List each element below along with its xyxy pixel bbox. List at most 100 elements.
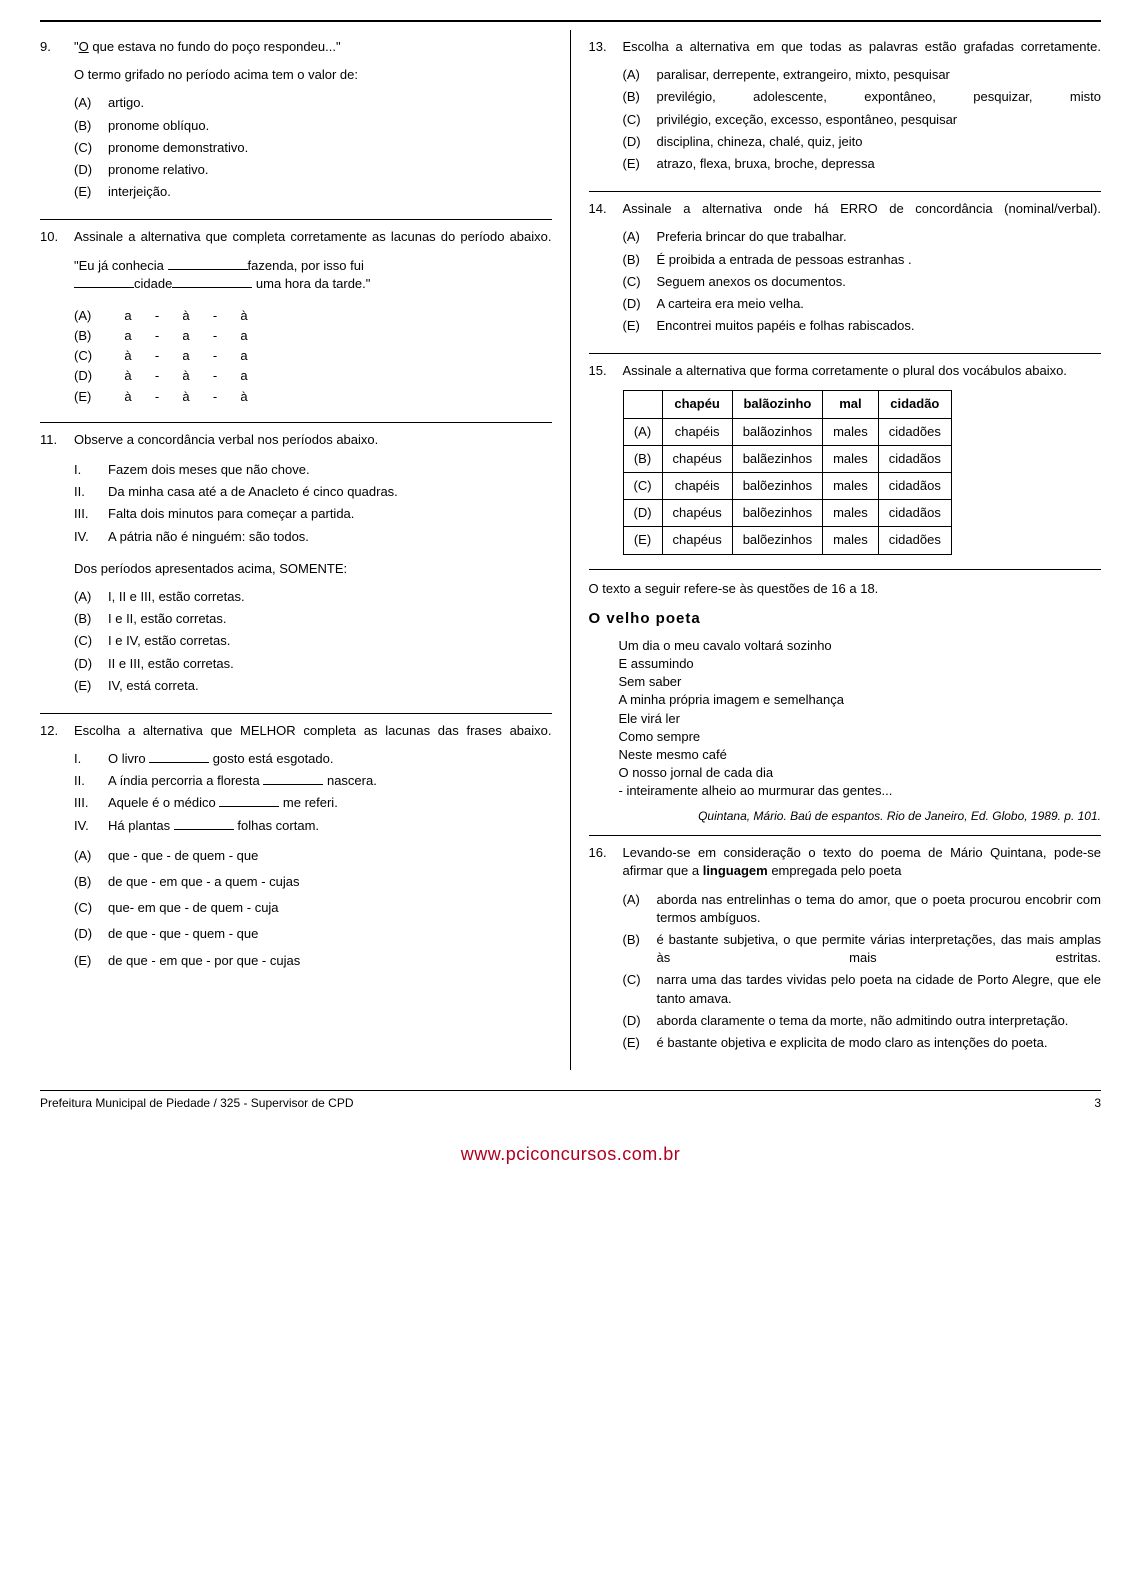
blank (168, 269, 248, 270)
option-c: (C)I e IV, estão corretas. (74, 632, 552, 650)
page: 9. "O que estava no fundo do poço respon… (40, 20, 1101, 1167)
option-c: (C)privilégio, exceção, excesso, espontâ… (623, 111, 1102, 129)
page-footer: Prefeitura Municipal de Piedade / 325 - … (40, 1090, 1101, 1112)
options-list: (A)Preferia brincar do que trabalhar. (B… (623, 228, 1102, 335)
option-c: (C)narra uma das tardes vividas pelo poe… (623, 971, 1102, 1007)
options-list: (A)aborda nas entrelinhas o tema do amor… (623, 891, 1102, 1053)
blank (149, 762, 209, 763)
option-c: (C)que- em que - de quem - cuja (74, 899, 552, 917)
option-e: (E)Encontrei muitos papéis e folhas rabi… (623, 317, 1102, 335)
options-list: (A)que - que - de quem - que (B)de que -… (74, 847, 552, 970)
option-b: (B)de que - em que - a quem - cujas (74, 873, 552, 891)
option-b: (B)I e II, estão corretas. (74, 610, 552, 628)
option-d: (D)pronome relativo. (74, 161, 552, 179)
option-a: (A)artigo. (74, 94, 552, 112)
question-stem: Assinale a alternativa onde há ERRO de c… (623, 200, 1102, 218)
option-b: (B)a-a-a (74, 327, 552, 345)
blank (74, 287, 134, 288)
reference-text: O texto a seguir refere-se às questões d… (589, 580, 1102, 598)
poem-line: Sem saber (619, 673, 1102, 691)
option-a: (A)I, II e III, estão corretas. (74, 588, 552, 606)
option-d: (D)aborda claramente o tema da morte, nã… (623, 1012, 1102, 1030)
question-stem: Escolha a alternativa que MELHOR complet… (74, 722, 552, 740)
question-number: 10. (40, 228, 74, 246)
option-d: (D)à-à-a (74, 367, 552, 385)
question-stem: Assinale a alternativa que forma correta… (623, 362, 1102, 380)
blank (219, 806, 279, 807)
poem-line: Um dia o meu cavalo voltará sozinho (619, 637, 1102, 655)
question-number: 13. (589, 38, 623, 56)
footer-left: Prefeitura Municipal de Piedade / 325 - … (40, 1095, 354, 1112)
option-c: (C)pronome demonstrativo. (74, 139, 552, 157)
left-column: 9. "O que estava no fundo do poço respon… (40, 30, 571, 1070)
table-row: (E)chapéusbalõezinhosmalescidadões (623, 527, 951, 554)
item-iv: IV.Há plantas folhas cortam. (74, 817, 552, 835)
table-row: (C)chapéisbalõezinhosmalescidadãos (623, 473, 951, 500)
options-list: (A)I, II e III, estão corretas. (B)I e I… (74, 588, 552, 695)
table-row: (D)chapéusbalõezinhosmalescidadãos (623, 500, 951, 527)
poem-line: E assumindo (619, 655, 1102, 673)
question-substem: Dos períodos apresentados acima, SOMENTE… (74, 560, 552, 578)
option-e: (E)de que - em que - por que - cujas (74, 952, 552, 970)
poem-line: A minha própria imagem e semelhança (619, 691, 1102, 709)
item-ii: II.A índia percorria a floresta nascera. (74, 772, 552, 790)
fill-sentence: "Eu já conhecia fazenda, por isso fui ci… (74, 257, 552, 293)
item-iii: III.Aquele é o médico me referi. (74, 794, 552, 812)
option-d: (D)disciplina, chineza, chalé, quiz, jei… (623, 133, 1102, 151)
option-a: (A)Preferia brincar do que trabalhar. (623, 228, 1102, 246)
poem-line: Neste mesmo café (619, 746, 1102, 764)
question-13: 13. Escolha a alternativa em que todas a… (589, 30, 1102, 177)
option-d: (D)II e III, estão corretas. (74, 655, 552, 673)
question-number: 9. (40, 38, 74, 56)
poem-line: Como sempre (619, 728, 1102, 746)
divider (589, 569, 1102, 570)
option-b: (B)pronome oblíquo. (74, 117, 552, 135)
question-stem: Escolha a alternativa em que todas as pa… (623, 38, 1102, 56)
poem-title: O velho poeta (589, 608, 1102, 629)
question-16: 16. Levando-se em consideração o texto d… (589, 836, 1102, 1056)
question-12: 12. Escolha a alternativa que MELHOR com… (40, 714, 552, 974)
option-b: (B)é bastante subjetiva, o que permite v… (623, 931, 1102, 967)
page-number: 3 (1094, 1095, 1101, 1112)
question-9: 9. "O que estava no fundo do poço respon… (40, 30, 552, 205)
poem-citation: Quintana, Mário. Baú de espantos. Rio de… (619, 808, 1102, 825)
question-number: 12. (40, 722, 74, 740)
option-c: (C)Seguem anexos os documentos. (623, 273, 1102, 291)
question-number: 16. (589, 844, 623, 862)
option-c: (C)à-a-a (74, 347, 552, 365)
question-11: 11. Observe a concordância verbal nos pe… (40, 423, 552, 699)
item-ii: II.Da minha casa até a de Anacleto é cin… (74, 483, 552, 501)
option-e: (E)à-à-à (74, 388, 552, 406)
table-row: (B)chapéusbalãezinhosmalescidadãos (623, 445, 951, 472)
options-list: (A)artigo. (B)pronome oblíquo. (C)pronom… (74, 94, 552, 201)
option-a: (A)aborda nas entrelinhas o tema do amor… (623, 891, 1102, 927)
option-b: (B)É proibida a entrada de pessoas estra… (623, 251, 1102, 269)
option-e: (E)interjeição. (74, 183, 552, 201)
option-d: (D)de que - que - quem - que (74, 925, 552, 943)
question-stem: Observe a concordância verbal nos períod… (74, 431, 552, 449)
poem-line: Ele virá ler (619, 710, 1102, 728)
blank (174, 829, 234, 830)
blank (172, 287, 252, 288)
plural-table: chapéu balãozinho mal cidadão (A)chapéis… (623, 390, 952, 554)
options-list: (A)a-à-à (B)a-a-a (C)à-a-a (D)à-à-a (E)à… (74, 307, 552, 406)
item-i: I.Fazem dois meses que não chove. (74, 461, 552, 479)
option-e: (E)IV, está correta. (74, 677, 552, 695)
question-number: 15. (589, 362, 623, 380)
site-url: www.pciconcursos.com.br (40, 1142, 1101, 1167)
item-iii: III.Falta dois minutos para começar a pa… (74, 505, 552, 523)
option-e: (E)é bastante objetiva e explicita de mo… (623, 1034, 1102, 1052)
table-header-row: chapéu balãozinho mal cidadão (623, 391, 951, 418)
option-e: (E)atrazo, flexa, bruxa, broche, depress… (623, 155, 1102, 173)
option-a: (A)paralisar, derrepente, extrangeiro, m… (623, 66, 1102, 84)
options-list: (A)paralisar, derrepente, extrangeiro, m… (623, 66, 1102, 173)
option-a: (A)a-à-à (74, 307, 552, 325)
blank (263, 784, 323, 785)
question-number: 11. (40, 431, 74, 449)
option-b: (B)previlégio, adolescente, expontâneo, … (623, 88, 1102, 106)
question-number: 14. (589, 200, 623, 218)
question-substem: O termo grifado no período acima tem o v… (74, 66, 552, 84)
right-column: 13. Escolha a alternativa em que todas a… (571, 30, 1102, 1070)
two-column-layout: 9. "O que estava no fundo do poço respon… (40, 20, 1101, 1070)
question-15: 15. Assinale a alternativa que forma cor… (589, 354, 1102, 554)
